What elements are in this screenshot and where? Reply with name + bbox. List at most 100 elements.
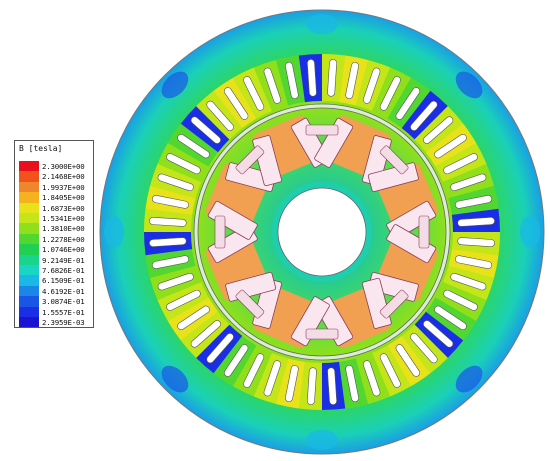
winding-slot xyxy=(149,217,187,227)
legend-label: 1.9937E+00 xyxy=(42,182,85,192)
legend-entry: 2.1468E+00 xyxy=(19,171,93,183)
magnet-pocket xyxy=(290,296,330,347)
winding-slot xyxy=(443,153,478,175)
winding-slot xyxy=(379,76,401,111)
winding-slot xyxy=(410,100,438,131)
winding-slot xyxy=(307,59,317,97)
yoke-low-flux-region xyxy=(161,365,189,393)
flux-barrier xyxy=(305,124,339,136)
legend-swatch xyxy=(19,171,39,182)
yoke-low-flux-region xyxy=(104,216,124,248)
winding-slot xyxy=(423,116,454,144)
motor-cross-section xyxy=(99,9,545,455)
winding-slot xyxy=(149,237,187,247)
legend-label: 2.1468E+00 xyxy=(42,172,85,182)
yoke-low-flux-region xyxy=(161,71,189,99)
winding-slot xyxy=(157,272,194,291)
winding-slot xyxy=(151,255,189,269)
legend-entry: 7.6826E-01 xyxy=(19,265,93,277)
winding-slot xyxy=(327,367,337,405)
winding-slot xyxy=(362,67,381,104)
winding-slot xyxy=(423,320,454,348)
legend-swatch xyxy=(19,265,39,276)
legend-label: 4.6192E-01 xyxy=(42,286,85,296)
winding-slot xyxy=(223,344,249,377)
legend-label: 9.2149E-01 xyxy=(42,255,85,265)
shaft-bore xyxy=(277,187,367,277)
legend-swatch xyxy=(19,192,39,203)
winding-slot xyxy=(190,116,221,144)
legend-swatch xyxy=(19,181,39,193)
winding-slot xyxy=(166,289,201,311)
legend-swatch xyxy=(19,223,39,234)
winding-slot xyxy=(285,61,299,99)
winding-slot xyxy=(177,305,210,331)
legend-label: 6.1509E-01 xyxy=(42,276,85,286)
winding-slot xyxy=(190,320,221,348)
flux-barrier xyxy=(214,215,226,249)
yoke-low-flux-region xyxy=(455,365,483,393)
legend-swatch xyxy=(19,317,39,328)
flux-density-legend: B [tesla] 2.3000E+00 2.1468E+00 1.9937E+00… xyxy=(14,140,94,328)
legend-label: 1.6873E+00 xyxy=(42,203,85,213)
winding-slot xyxy=(243,76,265,111)
magnet-pocket xyxy=(207,200,258,240)
legend-label: 1.8405E+00 xyxy=(42,193,85,203)
legend-entry: 3.0874E-01 xyxy=(19,296,93,308)
legend-entry: 1.2278E+00 xyxy=(19,233,93,246)
winding-slot xyxy=(362,360,381,397)
legend-label: 1.5557E-01 xyxy=(42,307,85,317)
flux-barrier xyxy=(235,289,265,319)
winding-slot xyxy=(345,365,359,403)
winding-slot xyxy=(450,173,487,192)
legend-label: 3.0874E-01 xyxy=(42,297,85,307)
legend-entry: 1.6873E+00 xyxy=(19,202,93,215)
legend-swatch xyxy=(19,202,39,213)
legend-swatch xyxy=(19,161,39,172)
winding-slot xyxy=(395,87,421,120)
legend-label: 2.3000E+00 xyxy=(42,162,85,171)
winding-slot xyxy=(327,59,337,97)
legend-swatch xyxy=(19,275,39,286)
legend-swatch xyxy=(19,306,39,317)
yoke-low-flux-region xyxy=(455,71,483,99)
winding-slot xyxy=(206,333,234,364)
yoke-low-flux-region xyxy=(306,430,338,450)
magnet-pocket xyxy=(314,117,354,168)
legend-entry: 9.2149E-01 xyxy=(19,254,93,267)
winding-slot xyxy=(395,344,421,377)
winding-slot xyxy=(151,195,189,209)
flux-barrier xyxy=(379,145,409,175)
winding-slot xyxy=(443,289,478,311)
winding-slot xyxy=(457,237,495,247)
winding-slot xyxy=(307,367,317,405)
flux-barrier xyxy=(379,289,409,319)
legend-entry: 1.5557E-01 xyxy=(19,306,93,319)
winding-slot xyxy=(457,217,495,227)
magnet-pocket xyxy=(386,224,437,264)
winding-slot xyxy=(434,133,467,159)
legend-entry: 4.6192E-01 xyxy=(19,285,93,298)
legend-entry: 6.1509E-01 xyxy=(19,275,93,287)
flux-barrier xyxy=(418,215,430,249)
winding-slot xyxy=(223,87,249,120)
legend-swatch xyxy=(19,213,39,224)
legend-label: 1.5341E+00 xyxy=(42,214,85,223)
legend-entry: 1.8405E+00 xyxy=(19,192,93,204)
legend-entry: 2.3959E-03 xyxy=(19,317,93,329)
legend-label: 1.3810E+00 xyxy=(42,224,85,234)
flux-barrier xyxy=(305,328,339,340)
winding-slot xyxy=(345,61,359,99)
winding-slot xyxy=(177,133,210,159)
winding-slot xyxy=(455,195,493,209)
legend-title: B [tesla] xyxy=(19,144,63,153)
legend-swatch xyxy=(19,233,39,245)
legend-entry: 2.3000E+00 xyxy=(19,161,93,173)
legend-swatch xyxy=(19,244,39,255)
legend-entry: 1.3810E+00 xyxy=(19,223,93,235)
legend-swatch xyxy=(19,285,39,297)
yoke-low-flux-region xyxy=(520,216,540,248)
yoke-low-flux-region xyxy=(306,14,338,34)
flux-barrier xyxy=(235,145,265,175)
